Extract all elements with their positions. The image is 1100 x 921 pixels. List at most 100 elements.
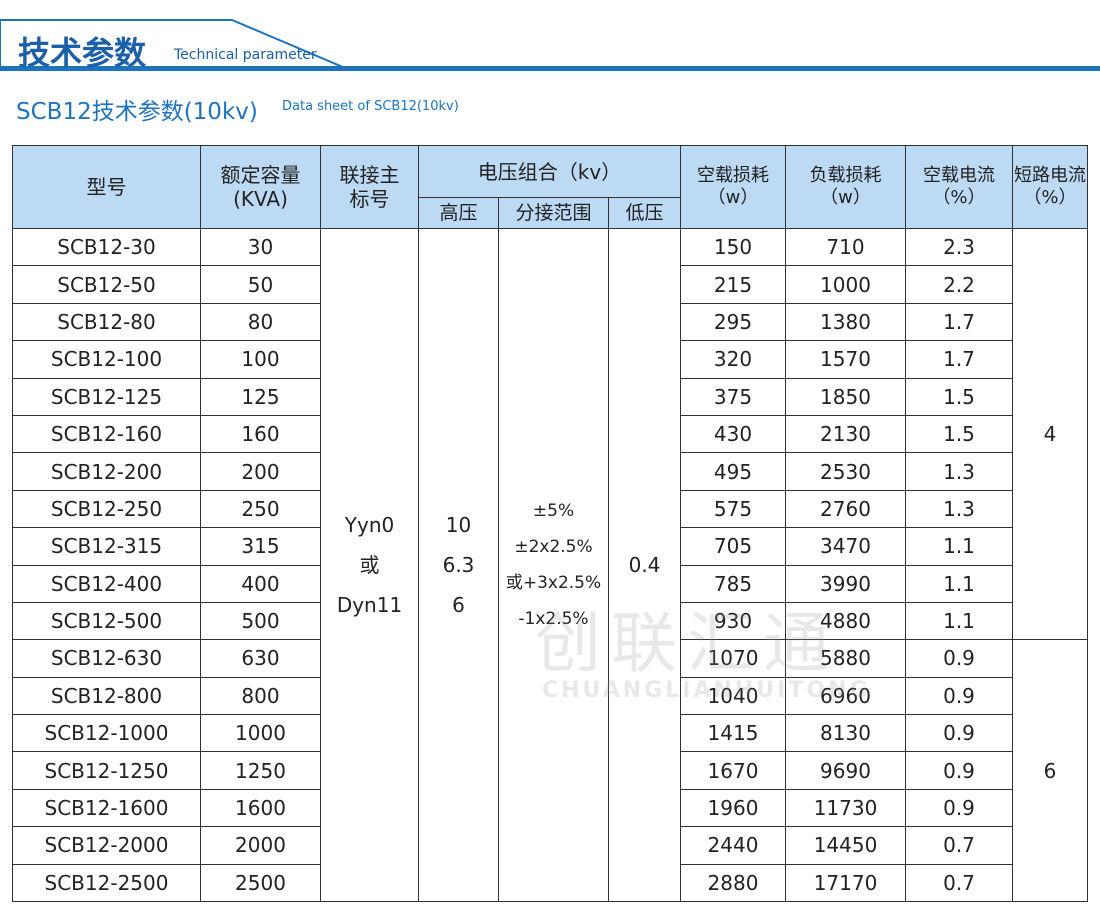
header-cell: 低压 bbox=[608, 197, 681, 229]
table-cell: 30 bbox=[200, 227, 321, 267]
header-text: 额定容量 bbox=[220, 163, 301, 187]
table-cell: 630 bbox=[200, 639, 321, 678]
table-cell: 5880 bbox=[785, 639, 906, 678]
header-cell: 短路电流 （%） bbox=[1012, 145, 1088, 229]
table-cell: 0.7 bbox=[905, 863, 1013, 903]
header-text: 低压 bbox=[625, 201, 664, 224]
spec-table: 型号 额定容量 (KVA) 联接主 标号 电压组合（kv） 空载损耗 （w） 负载损耗 （w） 空载… bbox=[12, 145, 1088, 903]
merged-cell: 4 bbox=[1012, 227, 1088, 641]
table-cell: 6960 bbox=[785, 676, 906, 716]
table-cell: 4880 bbox=[785, 601, 906, 641]
table-cell: SCB12-500 bbox=[12, 601, 201, 641]
table-cell: 1850 bbox=[785, 377, 906, 416]
table-cell: 160 bbox=[200, 414, 321, 454]
table-row: SCB12-630 630 1070 5880 0.9 6 bbox=[12, 639, 1088, 903]
merged-cell: 0.4 bbox=[608, 227, 681, 903]
header-text: 标号 bbox=[349, 187, 390, 211]
header-cell: 分接范围 bbox=[498, 197, 609, 229]
table-cell: 1570 bbox=[785, 340, 906, 379]
table-row: SCB12-315 315 705 3470 1.1 bbox=[12, 527, 1088, 566]
header-text: (KVA) bbox=[233, 187, 288, 211]
merged-text: 6 bbox=[452, 593, 465, 618]
table-head: 型号 额定容量 (KVA) 联接主 标号 电压组合（kv） 空载损耗 （w） 负载损耗 （w） 空载… bbox=[12, 145, 1088, 229]
table-cell: 1.7 bbox=[905, 340, 1013, 379]
table-row: SCB12-125 125 375 1850 1.5 bbox=[12, 377, 1088, 416]
table-cell: 3470 bbox=[785, 527, 906, 566]
table-cell: 315 bbox=[200, 527, 321, 566]
header-text: 空载电流 bbox=[923, 165, 995, 187]
table-cell: 0.9 bbox=[905, 788, 1013, 828]
header-text: 电压组合（kv） bbox=[477, 159, 622, 184]
table-cell: 375 bbox=[680, 377, 786, 416]
table-cell: SCB12-2000 bbox=[12, 826, 201, 865]
table-cell: 1380 bbox=[785, 302, 906, 342]
table-cell: 0.7 bbox=[905, 826, 1013, 865]
table-cell: 1000 bbox=[785, 265, 906, 304]
header-text: 负载损耗 bbox=[809, 165, 882, 187]
table-cell: 1600 bbox=[200, 788, 321, 828]
merged-text: 10 bbox=[445, 513, 472, 538]
header-text: 型号 bbox=[86, 175, 127, 199]
header-cell: 负载损耗 （w） bbox=[785, 145, 906, 229]
title-tab bbox=[0, 19, 345, 69]
table-cell: SCB12-800 bbox=[12, 676, 201, 716]
header-text: （%） bbox=[1023, 187, 1077, 208]
title-rule bbox=[0, 66, 1100, 71]
table-cell: 1070 bbox=[680, 639, 786, 678]
merged-text: 或+3x2.5% bbox=[505, 573, 602, 594]
table-cell: 8130 bbox=[785, 714, 906, 753]
table-cell: 2130 bbox=[785, 414, 906, 454]
table-cell: SCB12-200 bbox=[12, 452, 201, 491]
merged-text: ±2x2.5% bbox=[514, 537, 593, 558]
table-cell: 1000 bbox=[200, 714, 321, 753]
table-cell: 50 bbox=[200, 265, 321, 304]
table-cell: 295 bbox=[680, 302, 786, 342]
table-body: SCB12-30 30 Yyn0 或 Dyn11 10 6.3 6 ±5% ±2x2.5% 或+3x… bbox=[12, 227, 1088, 903]
header-cell: 空载损耗 （w） bbox=[680, 145, 786, 229]
table-cell: 785 bbox=[680, 564, 786, 603]
merged-text: Dyn11 bbox=[336, 593, 403, 618]
table-cell: 14450 bbox=[785, 826, 906, 865]
header-text: 高压 bbox=[439, 201, 478, 224]
table-cell: SCB12-125 bbox=[12, 377, 201, 416]
merged-text: 或 bbox=[359, 553, 380, 578]
table-cell: 2760 bbox=[785, 489, 906, 529]
table-cell: SCB12-250 bbox=[12, 489, 201, 529]
table-cell: SCB12-50 bbox=[12, 265, 201, 304]
table-cell: 800 bbox=[200, 676, 321, 716]
table-cell: 2.3 bbox=[905, 227, 1013, 267]
table-cell: SCB12-315 bbox=[12, 527, 201, 566]
header-cell: 额定容量 (KVA) bbox=[200, 145, 321, 229]
page-subtitle: Technical parameter bbox=[174, 47, 317, 63]
table-row: SCB12-2000 2000 2440 14450 0.7 bbox=[12, 826, 1088, 865]
table-cell: 2000 bbox=[200, 826, 321, 865]
header-text: 分接范围 bbox=[515, 201, 592, 224]
table-cell: 2440 bbox=[680, 826, 786, 865]
table-cell: SCB12-1250 bbox=[12, 751, 201, 790]
header-text: （w） bbox=[707, 187, 759, 208]
table-cell: 2530 bbox=[785, 452, 906, 491]
section-title: SCB12技术参数(10kv) bbox=[16, 99, 258, 125]
table-row: SCB12-100 100 320 1570 1.7 bbox=[12, 340, 1088, 379]
section-subtitle: Data sheet of SCB12(10kv) bbox=[282, 99, 459, 114]
table-cell: 705 bbox=[680, 527, 786, 566]
table-cell: 2.2 bbox=[905, 265, 1013, 304]
merged-text: ±5% bbox=[532, 501, 575, 522]
header-cell: 联接主 标号 bbox=[320, 145, 419, 229]
header-text: 联接主 bbox=[339, 163, 400, 187]
header-text: 短路电流 bbox=[1014, 165, 1086, 187]
merged-text: Yyn0 bbox=[344, 513, 395, 538]
table-cell: 150 bbox=[680, 227, 786, 267]
table-cell: 430 bbox=[680, 414, 786, 454]
header-text: （%） bbox=[932, 187, 986, 208]
table-cell: 0.9 bbox=[905, 714, 1013, 753]
table-cell: 1.1 bbox=[905, 564, 1013, 603]
table-row: SCB12-1600 1600 1960 11730 0.9 bbox=[12, 788, 1088, 828]
table-cell: SCB12-80 bbox=[12, 302, 201, 342]
merged-cell: 6 bbox=[1012, 639, 1088, 903]
table-cell: 9690 bbox=[785, 751, 906, 790]
table-cell: 0.9 bbox=[905, 751, 1013, 790]
table-cell: 320 bbox=[680, 340, 786, 379]
table-cell: 0.9 bbox=[905, 676, 1013, 716]
